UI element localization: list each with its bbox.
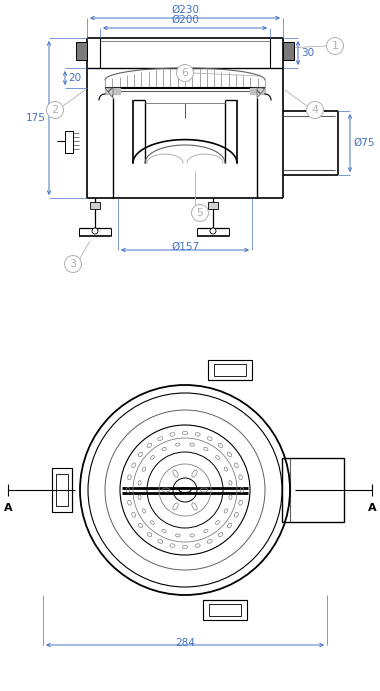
- Bar: [208, 360, 252, 380]
- Circle shape: [92, 228, 98, 234]
- Text: Ø75: Ø75: [353, 138, 375, 148]
- Circle shape: [326, 37, 344, 55]
- Text: 175: 175: [26, 113, 46, 123]
- Polygon shape: [110, 88, 115, 94]
- Circle shape: [192, 205, 209, 222]
- Polygon shape: [250, 88, 255, 94]
- Polygon shape: [115, 88, 120, 94]
- Text: 284: 284: [175, 638, 195, 648]
- Polygon shape: [105, 88, 110, 94]
- Circle shape: [176, 64, 193, 82]
- Text: 3: 3: [70, 259, 76, 269]
- Circle shape: [46, 102, 63, 118]
- Text: 6: 6: [182, 68, 188, 78]
- Bar: [56, 474, 68, 506]
- Circle shape: [210, 228, 216, 234]
- Bar: [283, 42, 294, 60]
- Bar: [282, 458, 344, 522]
- Circle shape: [65, 256, 81, 272]
- Text: 1: 1: [331, 41, 339, 51]
- Circle shape: [307, 102, 323, 118]
- Text: 30: 30: [301, 48, 314, 58]
- Polygon shape: [255, 88, 260, 94]
- Bar: [65, 131, 73, 153]
- Bar: [203, 600, 247, 620]
- Bar: [208, 202, 218, 209]
- Text: Ø230: Ø230: [171, 5, 199, 15]
- Text: 5: 5: [196, 208, 204, 218]
- Text: Ø157: Ø157: [171, 242, 199, 252]
- Polygon shape: [260, 88, 265, 94]
- Bar: [76, 42, 87, 60]
- Text: A: A: [368, 503, 376, 513]
- Text: A: A: [4, 503, 12, 513]
- Bar: [214, 364, 246, 376]
- Text: Ø200: Ø200: [171, 15, 199, 25]
- Text: 20: 20: [68, 73, 81, 83]
- Bar: [90, 202, 100, 209]
- Polygon shape: [105, 88, 113, 98]
- Text: 4: 4: [312, 105, 318, 115]
- Polygon shape: [257, 88, 265, 98]
- Bar: [52, 468, 72, 512]
- Text: 2: 2: [51, 105, 59, 115]
- Bar: [209, 604, 241, 616]
